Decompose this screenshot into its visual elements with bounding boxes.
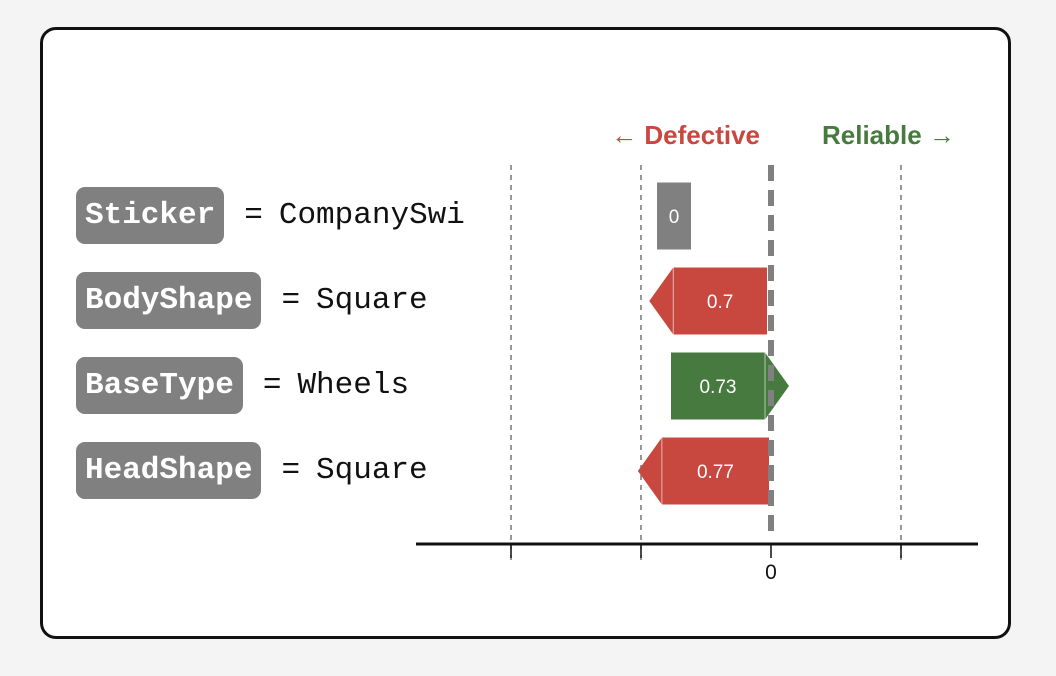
feature-name: HeadShape [76, 442, 262, 499]
feature-name: Sticker [76, 187, 225, 244]
chart-card [40, 27, 1011, 639]
feature-value: CompanySwi [278, 198, 465, 233]
equals-sign: = [281, 453, 301, 488]
feature-name: BaseType [76, 357, 243, 414]
feature-name: BodyShape [76, 272, 262, 329]
row-label-headshape: HeadShape = Square [76, 442, 428, 499]
feature-value: Wheels [297, 368, 410, 403]
bar-headshape [637, 437, 769, 505]
equals-sign: = [281, 283, 301, 318]
row-label-sticker: Sticker = CompanySwi [76, 187, 465, 244]
row-label-bodyshape: BodyShape = Square [76, 272, 428, 329]
bar-label-sticker: 0 [669, 207, 680, 228]
bar-bodyshape [649, 267, 767, 335]
row-label-basetype: BaseType = Wheels [76, 357, 409, 414]
bar-basetype [671, 352, 789, 420]
bar-label-headshape: 0.77 [697, 462, 734, 483]
bar-label-basetype: 0.73 [700, 377, 737, 398]
feature-value: Square [316, 283, 428, 318]
bar-label-bodyshape: 0.7 [707, 292, 733, 313]
direction-label-reliable: Reliable → [822, 120, 955, 150]
feature-value: Square [316, 453, 428, 488]
x-tick-label-2: 0 [765, 561, 777, 584]
equals-sign: = [244, 198, 263, 233]
bar-sticker [657, 182, 691, 250]
equals-sign: = [262, 368, 282, 403]
direction-label-defective: ← Defective [611, 120, 760, 150]
